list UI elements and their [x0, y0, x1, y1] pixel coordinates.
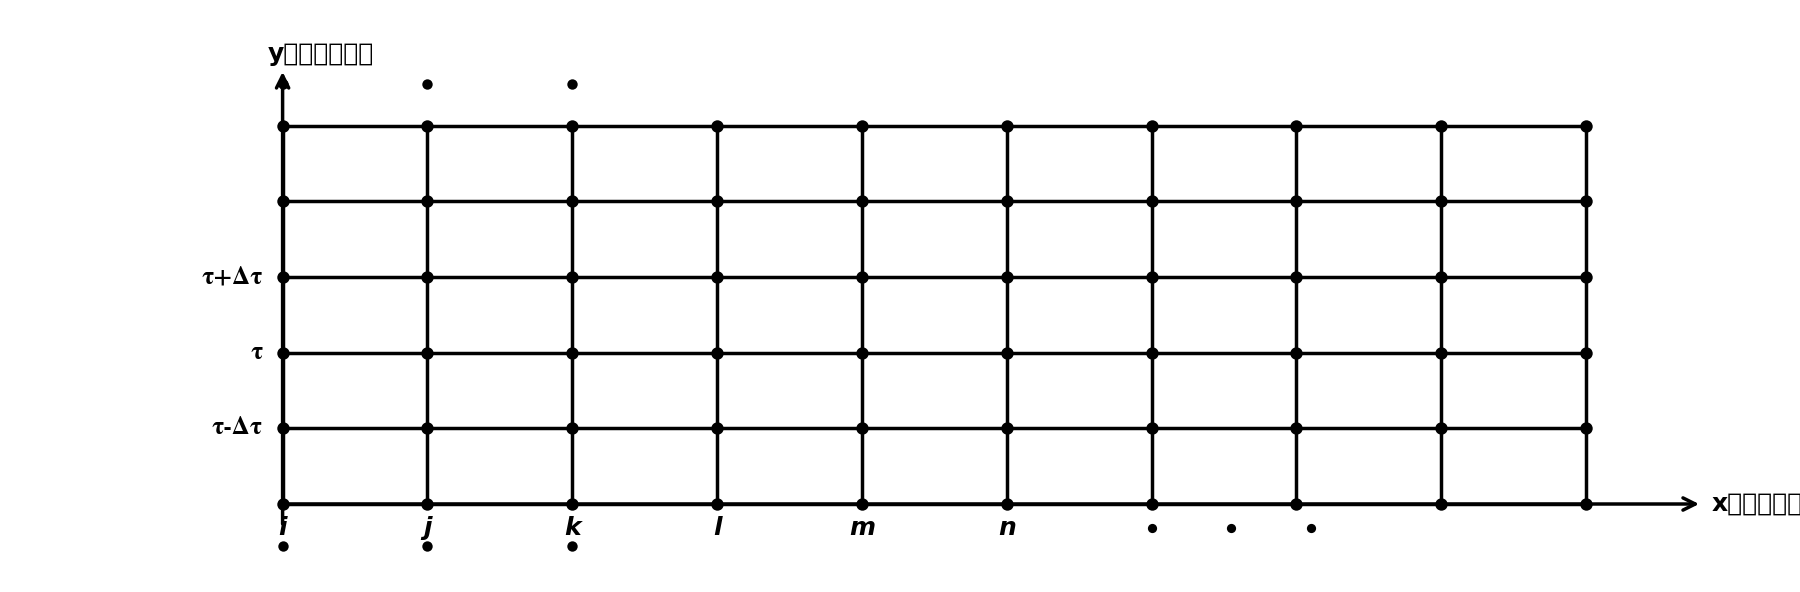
Point — [1427, 197, 1456, 206]
Point — [992, 499, 1021, 509]
Point — [412, 79, 441, 89]
Point — [1571, 272, 1600, 282]
Point — [268, 499, 297, 509]
Text: x（钒板厅度）: x（钒板厅度） — [1712, 492, 1800, 516]
Point — [558, 499, 587, 509]
Point — [268, 197, 297, 206]
Point — [558, 197, 587, 206]
Point — [412, 348, 441, 358]
Point — [1282, 197, 1310, 206]
Point — [1571, 348, 1600, 358]
Point — [1427, 272, 1456, 282]
Point — [1282, 272, 1310, 282]
Point — [702, 272, 731, 282]
Point — [268, 348, 297, 358]
Point — [702, 424, 731, 433]
Point — [1138, 197, 1166, 206]
Point — [558, 121, 587, 131]
Point — [1138, 523, 1166, 533]
Point — [1138, 424, 1166, 433]
Text: τ: τ — [250, 342, 263, 363]
Point — [1427, 424, 1456, 433]
Point — [412, 541, 441, 551]
Point — [1217, 523, 1246, 533]
Point — [1427, 499, 1456, 509]
Point — [1571, 424, 1600, 433]
Text: k: k — [563, 516, 581, 540]
Point — [268, 79, 297, 89]
Point — [848, 348, 877, 358]
Text: τ-Δτ: τ-Δτ — [212, 417, 263, 439]
Text: τ+Δτ: τ+Δτ — [202, 266, 263, 288]
Point — [1282, 424, 1310, 433]
Point — [1427, 348, 1456, 358]
Point — [412, 197, 441, 206]
Point — [558, 272, 587, 282]
Text: n: n — [997, 516, 1015, 540]
Point — [702, 499, 731, 509]
Point — [558, 348, 587, 358]
Point — [1138, 499, 1166, 509]
Point — [412, 424, 441, 433]
Point — [1571, 121, 1600, 131]
Point — [1571, 197, 1600, 206]
Point — [702, 121, 731, 131]
Point — [1138, 348, 1166, 358]
Text: j: j — [423, 516, 432, 540]
Point — [268, 121, 297, 131]
Point — [558, 541, 587, 551]
Point — [848, 424, 877, 433]
Point — [1282, 121, 1310, 131]
Point — [992, 272, 1021, 282]
Point — [992, 348, 1021, 358]
Point — [702, 348, 731, 358]
Point — [992, 197, 1021, 206]
Text: l: l — [713, 516, 722, 540]
Point — [412, 499, 441, 509]
Point — [1296, 523, 1325, 533]
Point — [992, 121, 1021, 131]
Point — [848, 197, 877, 206]
Point — [1282, 348, 1310, 358]
Text: y（水冷时间）: y（水冷时间） — [268, 43, 374, 66]
Point — [1138, 121, 1166, 131]
Point — [1138, 272, 1166, 282]
Point — [1282, 499, 1310, 509]
Point — [412, 272, 441, 282]
Point — [412, 121, 441, 131]
Text: i: i — [279, 516, 286, 540]
Point — [268, 541, 297, 551]
Point — [848, 121, 877, 131]
Text: m: m — [850, 516, 875, 540]
Point — [558, 424, 587, 433]
Point — [992, 424, 1021, 433]
Point — [848, 272, 877, 282]
Point — [558, 79, 587, 89]
Point — [268, 424, 297, 433]
Point — [1427, 121, 1456, 131]
Point — [848, 499, 877, 509]
Point — [268, 272, 297, 282]
Point — [1571, 499, 1600, 509]
Point — [702, 197, 731, 206]
